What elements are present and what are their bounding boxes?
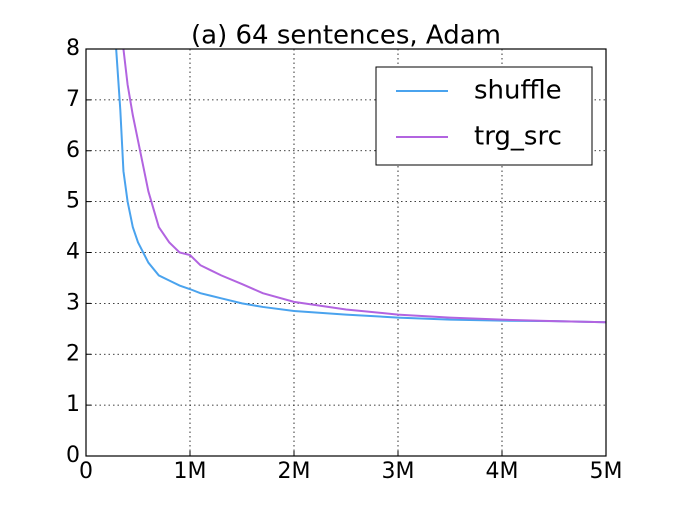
- x-tick-label: 2M: [278, 459, 311, 484]
- x-tick-label: 4M: [486, 459, 519, 484]
- y-tick-label: 3: [66, 290, 80, 315]
- y-tick-label: 6: [66, 138, 80, 163]
- y-tick-label: 5: [66, 189, 80, 214]
- plot-frame: [85, 48, 607, 457]
- legend-label: trg_src: [474, 122, 562, 152]
- y-tick-label: 4: [66, 240, 80, 265]
- x-tick-label: 1M: [174, 459, 207, 484]
- x-tick-label: 0: [79, 459, 93, 484]
- y-tick-label: 7: [66, 87, 80, 112]
- y-tick-label: 8: [66, 36, 80, 61]
- series-line: [115, 48, 607, 324]
- x-tick-label: 5M: [590, 459, 623, 484]
- x-tick-label: 3M: [382, 459, 415, 484]
- legend-box: [375, 66, 593, 166]
- y-tick-label: 1: [66, 392, 80, 417]
- series-line: [122, 48, 607, 324]
- y-tick-label: 2: [66, 341, 80, 366]
- legend-label: shuffle: [474, 76, 562, 106]
- chart-title: (a) 64 sentences, Adam: [191, 21, 501, 51]
- y-tick-label: 0: [66, 443, 80, 468]
